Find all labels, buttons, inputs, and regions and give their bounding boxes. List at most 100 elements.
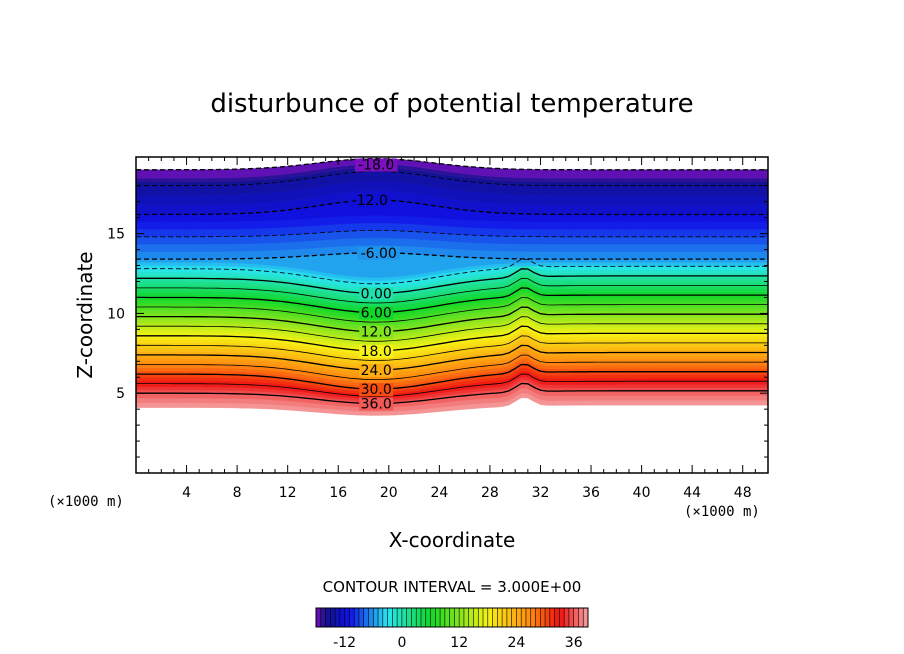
colorbar-tick-label: 24	[507, 635, 525, 651]
colorbar-cell	[354, 608, 360, 627]
colorbar-cell	[444, 608, 450, 627]
contour-line	[136, 306, 768, 333]
colorbar-cell	[487, 608, 493, 627]
colorbar-cell	[358, 608, 365, 627]
contour-interval-text: CONTOUR INTERVAL = 3.000E+00	[323, 578, 582, 596]
x-tick-label: 32	[532, 485, 550, 501]
colorbar-cell	[521, 608, 527, 627]
x-tick-labels: 4 8 12 16 20 24 28 32 36 40 44 48	[182, 485, 752, 501]
x-tick-label: 24	[430, 485, 448, 501]
contour-line	[136, 354, 768, 381]
contour-label-bg	[357, 246, 400, 260]
colorbar-cell	[335, 608, 341, 627]
colorbar-cell	[435, 608, 441, 627]
colorbar-cell	[473, 608, 479, 627]
contour-fill	[136, 158, 768, 416]
contour-line	[136, 252, 768, 260]
contour-line	[136, 229, 768, 238]
colorbar-cell	[516, 608, 522, 627]
colorbar-cell	[339, 608, 345, 627]
colorbar-cell	[564, 608, 570, 627]
x-tick-label: 4	[182, 485, 191, 501]
colorbar-cell	[406, 608, 412, 627]
colorbar-cell	[430, 608, 436, 627]
contour-label-bg	[354, 158, 398, 172]
colorbar-cell	[568, 608, 574, 627]
colorbar-cell	[378, 608, 384, 627]
colorbar-cell	[502, 608, 508, 627]
contour-label: 30.0	[361, 382, 392, 398]
colorbar-cell	[325, 608, 331, 627]
colorbar-cell	[401, 608, 407, 627]
x-tick-label: 28	[481, 485, 499, 501]
colorbar	[315, 608, 589, 627]
contour-line	[136, 268, 768, 295]
colorbar-frame	[315, 607, 589, 628]
y-axis-label: Z-coordinate	[73, 251, 97, 378]
colorbar-cell	[459, 608, 465, 627]
colorbar-cell	[320, 608, 326, 627]
colorbar-cell	[411, 608, 417, 627]
colorbar-cell	[573, 608, 579, 627]
contour-label-bg	[359, 383, 394, 397]
contour-label: 18.0	[361, 344, 392, 360]
contour-line	[136, 199, 768, 216]
colorbar-tick-label: 0	[397, 635, 406, 651]
colorbar-cell	[483, 608, 489, 627]
x-unit-left: (×1000 m)	[48, 494, 124, 510]
contour-line	[136, 363, 768, 390]
colorbar-cell	[382, 608, 388, 627]
contour-label-bg	[359, 325, 394, 339]
contour-lines	[136, 157, 768, 405]
x-tick-label: 20	[380, 485, 398, 501]
colorbar-cell	[392, 608, 398, 627]
colorbar-cell	[420, 608, 427, 627]
contour-label: 6.00	[361, 306, 392, 322]
colorbar-cell	[440, 608, 446, 627]
colorbar-cell	[578, 608, 584, 627]
contour-label-bg	[359, 397, 394, 411]
colorbar-cell	[330, 608, 336, 627]
contour-line	[136, 258, 768, 285]
colorbar-cell	[506, 608, 512, 627]
contour-label-bg	[359, 344, 394, 358]
x-tick-label: 36	[582, 485, 600, 501]
colorbar-cell	[492, 608, 498, 627]
colorbar-cell	[497, 608, 503, 627]
contour-line	[136, 157, 768, 171]
colorbar-cell	[525, 608, 532, 627]
y-tick-label: 5	[116, 386, 125, 402]
colorbar-cell	[545, 608, 551, 627]
contour-line	[136, 373, 768, 397]
colorbar-cell	[349, 608, 355, 627]
contour-line	[136, 171, 768, 187]
colorbar-cell	[316, 608, 322, 627]
contour-line	[136, 325, 768, 352]
colorbar-cell	[397, 608, 403, 627]
contour-labels: -18.0 -12.0 -6.00 0.00 6.00 12.0 18.0 24.0 30.03…	[348, 158, 400, 413]
y-tick-label: 10	[107, 306, 125, 322]
colorbar-cell	[530, 608, 536, 627]
x-tick-label: 40	[633, 485, 651, 501]
colorbar-cell	[535, 608, 541, 627]
colorbar-cell	[540, 608, 546, 627]
colorbar-cell	[468, 608, 474, 627]
x-tick-label: 16	[329, 485, 347, 501]
contour-line	[136, 297, 768, 323]
colorbar-tick-label: 36	[565, 635, 583, 651]
x-tick-label: 48	[734, 485, 752, 501]
colorbar-cell	[463, 608, 469, 627]
y-tick-label: 15	[107, 227, 125, 243]
x-tick-label: 8	[233, 485, 242, 501]
contour-label-bg	[359, 287, 394, 301]
contour-line	[136, 277, 768, 304]
contour-label-bg	[359, 364, 394, 377]
colorbar-cell	[583, 608, 589, 627]
colorbar-cell	[387, 608, 393, 627]
contour-label: -6.00	[361, 246, 397, 262]
y-tick-labels: 5 10 15	[107, 227, 125, 403]
colorbar-tick-label: -12	[333, 635, 356, 651]
colorbar-cell	[363, 608, 369, 627]
colorbar-cell	[511, 608, 517, 627]
colorbar-cell	[425, 608, 431, 627]
